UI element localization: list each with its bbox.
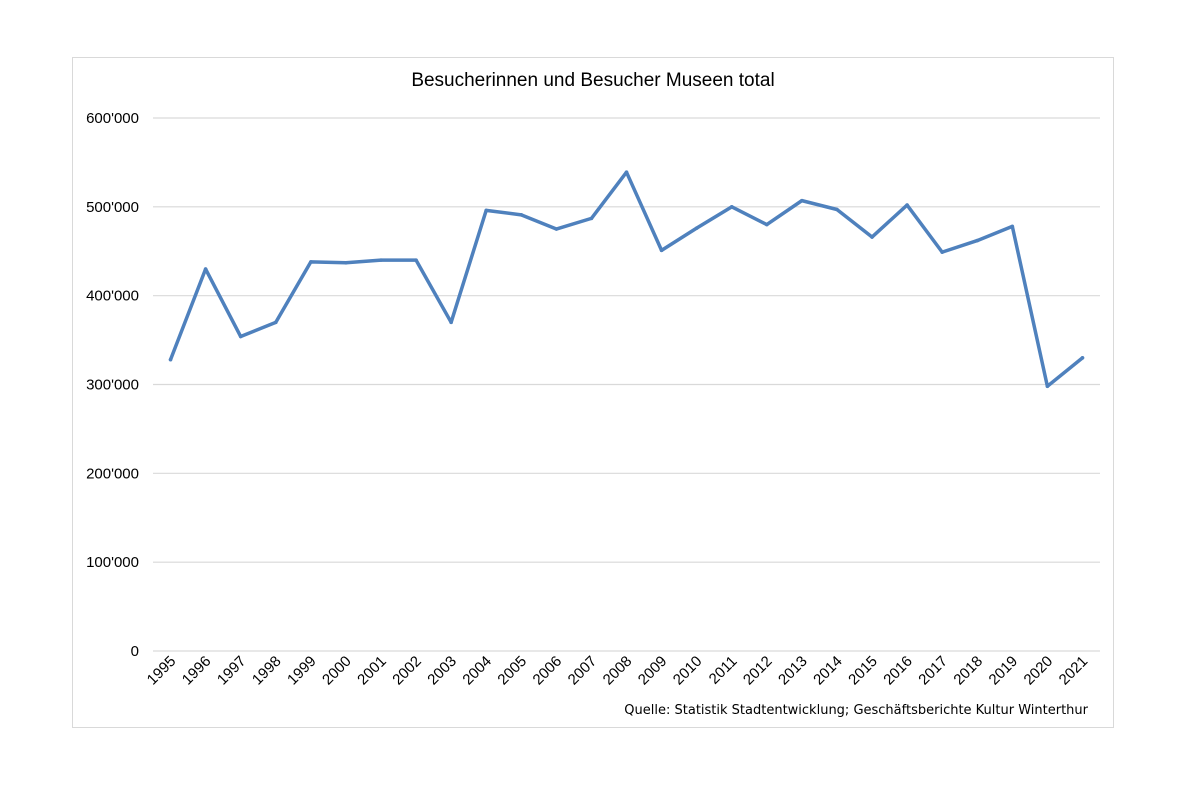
x-tick-label: 2009: [635, 653, 671, 689]
x-tick-label: 2013: [775, 653, 811, 689]
x-tick-label: 2001: [354, 653, 390, 689]
data-point: [449, 320, 453, 325]
x-tick-label: 1997: [214, 653, 250, 689]
data-point: [168, 357, 173, 362]
source-note: Quelle: Statistik Stadtentwicklung; Gesc…: [624, 703, 1088, 718]
data-point: [484, 208, 489, 213]
data-point: [519, 213, 524, 217]
chart-frame: [72, 57, 1114, 728]
data-point: [694, 226, 699, 230]
y-tick-label: 100'000: [86, 554, 139, 571]
x-axis-tick-labels: 1995 1996 1997 1998 1999 2000 2001 2002 2003 2004…: [144, 653, 1092, 689]
x-tick-label: 1995: [144, 653, 180, 689]
x-tick-label: 2005: [494, 653, 530, 689]
x-tick-label: 2012: [740, 653, 776, 689]
data-point: [764, 222, 769, 227]
x-tick-label: 2021: [1056, 653, 1092, 689]
data-point: [975, 238, 980, 243]
data-point: [624, 170, 629, 174]
x-tick-label: 1996: [179, 653, 215, 689]
x-tick-label: 2019: [986, 653, 1022, 689]
data-point: [344, 260, 348, 265]
x-tick-label: 2000: [319, 653, 355, 689]
x-tick-label: 2008: [600, 653, 636, 689]
x-tick-label: 2020: [1021, 653, 1057, 689]
data-point: [800, 198, 804, 203]
x-tick-label: 1999: [284, 653, 320, 689]
data-point: [414, 258, 418, 262]
data-point: [238, 334, 243, 339]
y-tick-label: 300'000: [86, 377, 139, 394]
data-point: [273, 320, 278, 325]
data-point: [589, 216, 594, 221]
x-tick-label: 2002: [389, 653, 425, 689]
y-tick-label: 200'000: [86, 465, 139, 482]
x-tick-label: 2011: [706, 653, 741, 688]
data-point: [203, 267, 208, 271]
x-tick-label: 2017: [915, 653, 951, 689]
data-point: [940, 250, 944, 254]
x-tick-label: 2006: [530, 653, 566, 689]
x-tick-label: 2018: [950, 653, 986, 689]
data-point: [729, 205, 734, 209]
y-tick-label: 0: [131, 643, 139, 660]
series-line: [168, 170, 1085, 389]
y-tick-label: 500'000: [86, 199, 139, 216]
x-tick-label: 2014: [810, 653, 846, 689]
data-point: [1080, 356, 1085, 360]
data-point: [309, 260, 313, 264]
y-tick-label: 600'000: [86, 110, 139, 127]
y-tick-label: 400'000: [86, 288, 139, 305]
x-tick-label: 2003: [424, 653, 460, 689]
x-tick-label: 2010: [670, 653, 706, 689]
y-axis-tick-labels: 0 100'000 200'000 300'000 400'000 500'000 600'…: [86, 110, 139, 660]
data-point: [870, 235, 874, 239]
x-tick-label: 2016: [880, 653, 916, 689]
gridlines: [153, 117, 1100, 652]
data-point: [1045, 384, 1050, 389]
x-tick-label: 2015: [845, 653, 881, 689]
data-point: [1010, 224, 1015, 229]
data-point: [905, 203, 909, 207]
x-tick-label: 1998: [249, 653, 285, 689]
x-tick-label: 2004: [459, 653, 495, 689]
data-point: [379, 258, 383, 262]
data-point: [554, 227, 559, 231]
data-point: [835, 207, 839, 212]
chart-title: Besucherinnen und Besucher Museen total: [411, 70, 774, 91]
x-tick-label: 2007: [565, 653, 601, 689]
data-point: [659, 248, 664, 253]
series-layer: [168, 170, 1085, 389]
